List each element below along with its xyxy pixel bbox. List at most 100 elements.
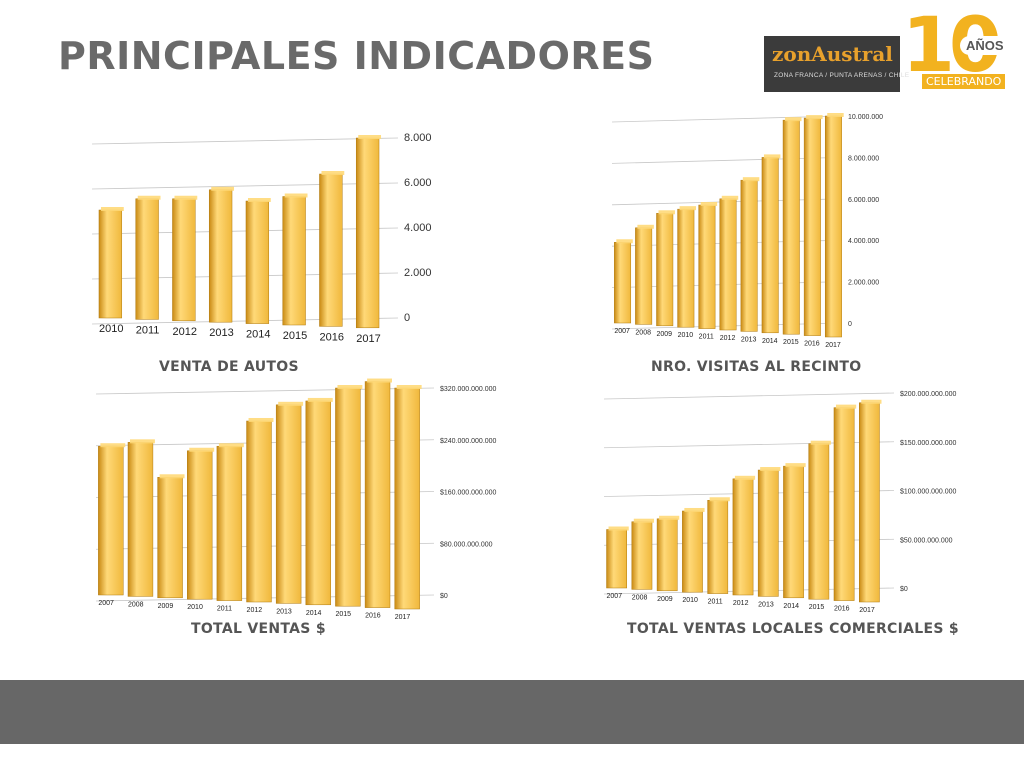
- logo-tagline: ZONA FRANCA / PUNTA ARENAS / CHILE: [774, 72, 910, 79]
- bar: [635, 227, 653, 325]
- bar-2013: 2013: [740, 177, 760, 343]
- bar-2016: 2016: [319, 171, 345, 343]
- x-tick-label: 2014: [246, 329, 270, 341]
- logo-anniversary-word: AÑOS: [960, 36, 1010, 55]
- bar: [631, 521, 653, 590]
- footer-bar: [0, 680, 1024, 744]
- bar: [808, 443, 830, 600]
- bar-top: [284, 193, 308, 198]
- bar-top: [806, 115, 823, 120]
- bar-top: [396, 385, 422, 389]
- bar: [355, 137, 380, 329]
- y-tick-label: $100.000.000.000: [900, 489, 957, 496]
- bar-2010: 2010: [98, 207, 124, 335]
- chart-venta-autos: 0 2.000 4.000 6.000 8.000 2010 2011 2012 2013 201…: [86, 128, 446, 345]
- x-tick-label: 2014: [783, 603, 799, 610]
- bar-top: [709, 497, 730, 502]
- bar-2010: 2010: [677, 206, 697, 339]
- bar-2011: 2011: [135, 195, 161, 336]
- bar-top: [861, 399, 882, 404]
- bar: [859, 402, 880, 603]
- bar-2012: 2012: [732, 475, 756, 607]
- gridline: [91, 137, 399, 145]
- y-tick-label: $0: [440, 593, 448, 600]
- x-tick-label: 2016: [365, 613, 381, 620]
- bar: [282, 196, 306, 326]
- bar-2015: 2015: [808, 440, 831, 611]
- x-tick-label: 2017: [825, 342, 841, 349]
- bar: [656, 518, 678, 592]
- y-tick-label: $200.000.000.000: [900, 391, 957, 398]
- bar: [364, 381, 391, 608]
- gridline: [91, 182, 399, 190]
- bar: [614, 242, 632, 324]
- bar-2007: 2007: [606, 526, 629, 600]
- bar-top: [100, 443, 126, 448]
- bar: [172, 198, 196, 322]
- x-tick-label: 2013: [209, 327, 233, 339]
- bar-2014: 2014: [305, 397, 333, 617]
- y-tick-label: 4.000: [404, 222, 432, 234]
- bar: [707, 500, 729, 594]
- bar-2008: 2008: [127, 439, 155, 608]
- bar-2008: 2008: [631, 518, 655, 601]
- bar: [246, 420, 272, 603]
- bar: [761, 157, 779, 334]
- gridline: [611, 115, 843, 123]
- x-tick-label: 2015: [283, 330, 307, 342]
- bar-2007: 2007: [98, 443, 126, 607]
- bar-2012: 2012: [172, 195, 198, 338]
- bar-2016: 2016: [803, 115, 823, 348]
- bar: [824, 115, 842, 338]
- bar-top: [247, 198, 271, 202]
- bar-2008: 2008: [635, 224, 654, 336]
- x-tick-label: 2014: [762, 338, 778, 345]
- bar-top: [760, 467, 781, 472]
- x-tick-label: 2016: [319, 331, 343, 343]
- bar: [677, 208, 695, 328]
- bar-2009: 2009: [656, 515, 680, 603]
- bar-top: [218, 443, 244, 448]
- bar-2013: 2013: [208, 186, 235, 339]
- bar: [216, 445, 243, 601]
- bar: [682, 510, 703, 593]
- bar-2017: 2017: [859, 399, 882, 614]
- bar-top: [358, 135, 382, 139]
- y-tick-label: $50.000.000.000: [900, 537, 953, 544]
- bar-top: [785, 463, 806, 468]
- x-tick-label: 2013: [276, 608, 292, 615]
- x-tick-label: 2011: [699, 334, 714, 341]
- bar: [732, 478, 754, 596]
- y-tick-label: $150.000.000.000: [900, 440, 957, 447]
- bar-top: [321, 171, 345, 175]
- caption-total-ventas: TOTAL VENTAS $: [191, 621, 326, 637]
- caption-venta-autos: VENTA DE AUTOS: [159, 359, 299, 375]
- y-tick-label: 0: [404, 312, 410, 324]
- y-tick-label: 2.000.000: [848, 280, 879, 287]
- bar-top: [658, 210, 675, 215]
- bar-top: [835, 404, 857, 409]
- bar: [157, 477, 183, 599]
- bar-2011: 2011: [698, 202, 718, 341]
- bar-2009: 2009: [157, 474, 185, 610]
- y-tick-label: $0: [900, 586, 908, 593]
- x-tick-label: 2011: [136, 324, 160, 336]
- company-logo: zonAustral ZONA FRANCA / PUNTA ARENAS / …: [764, 0, 1020, 92]
- x-tick-label: 2007: [607, 593, 623, 600]
- y-tick-label: 8.000: [404, 132, 432, 144]
- bar-2013: 2013: [275, 401, 304, 615]
- bar-2013: 2013: [757, 467, 781, 608]
- x-tick-label: 2009: [657, 331, 673, 338]
- bar-2012: 2012: [719, 195, 739, 342]
- y-tick-label: $320.000.000.000: [440, 386, 497, 393]
- bar-top: [367, 378, 392, 383]
- bar-top: [189, 447, 215, 452]
- x-tick-label: 2010: [99, 323, 123, 335]
- bar-2007: 2007: [614, 239, 633, 335]
- x-tick-label: 2012: [172, 326, 196, 338]
- bar: [394, 387, 420, 610]
- x-tick-label: 2010: [187, 604, 203, 611]
- bar-2017: 2017: [394, 385, 422, 621]
- bar-top: [174, 195, 198, 200]
- bar-top: [721, 195, 739, 200]
